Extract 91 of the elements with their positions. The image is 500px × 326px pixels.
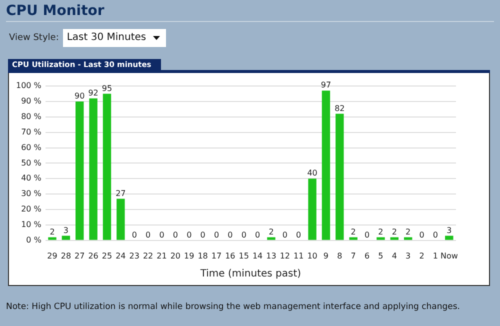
data-label: 0 [364, 230, 370, 240]
x-tick-label: 10 [307, 251, 318, 260]
data-label: 0 [282, 230, 288, 240]
x-tick-label: Now [440, 251, 458, 260]
x-tick-label: 20 [170, 251, 181, 260]
bar [322, 90, 330, 240]
text: Note: High CPU utilization is normal while browsing the web management interface and applying changes. [6, 302, 460, 312]
bar [390, 237, 399, 240]
x-tick-label: 16 [225, 251, 236, 260]
x-tick-label: 11 [294, 251, 304, 260]
x-tick-label: 7 [350, 251, 356, 260]
data-label: 97 [320, 80, 332, 90]
x-axis-title: Time (minutes past) [199, 268, 302, 280]
y-tick-label: 10 % [21, 220, 42, 230]
x-tick-label: 28 [60, 251, 72, 260]
bar [48, 237, 56, 240]
data-label: 92 [88, 88, 98, 98]
bar [349, 237, 358, 240]
data-label: 2 [50, 227, 55, 236]
data-label: 0 [214, 230, 220, 240]
data-label: 0 [159, 230, 164, 240]
x-tick-label: 23 [129, 251, 140, 260]
bar [308, 178, 316, 240]
x-tick-label: 15 [238, 251, 249, 260]
x-tick-label: 18 [198, 251, 208, 260]
x-tick-label: 27 [74, 251, 85, 260]
data-label: 0 [419, 230, 424, 240]
y-tick-label: 100 % [16, 81, 42, 90]
data-label: 0 [296, 230, 302, 240]
data-label: 90 [74, 92, 85, 101]
x-tick-label: 14 [252, 251, 263, 260]
data-label: 40 [307, 168, 318, 178]
x-tick-label: 13 [266, 251, 276, 260]
x-tick-label: 21 [156, 251, 167, 260]
text: Last 30 Minutes [62, 29, 166, 47]
bar [116, 198, 125, 240]
bar [445, 236, 454, 240]
bar [336, 114, 344, 240]
data-label: 2 [268, 227, 274, 236]
bar [404, 237, 412, 240]
y-tick-label: 40 % [21, 174, 42, 183]
x-tick-label: 3 [406, 251, 411, 260]
x-tick-label: 8 [337, 251, 342, 260]
data-label: 2 [406, 227, 411, 236]
data-label: 0 [432, 230, 438, 240]
x-tick-label: 12 [280, 251, 290, 260]
bar [376, 237, 385, 240]
bar [89, 98, 98, 240]
data-label: 0 [146, 230, 151, 240]
x-tick-label: 4 [392, 251, 397, 260]
data-label: 0 [228, 230, 233, 240]
data-label: 82 [334, 104, 345, 113]
data-label: 3 [63, 226, 68, 235]
data-label: 0 [172, 230, 178, 240]
data-label: 0 [200, 230, 206, 240]
y-tick-label: 20 % [21, 204, 42, 214]
x-tick-label: 5 [378, 251, 384, 260]
data-label: 2 [392, 227, 397, 236]
data-label: 2 [378, 227, 384, 236]
bar [267, 237, 276, 240]
chart-title: CPU Monitor [6, 3, 104, 19]
data-label: 2 [350, 227, 356, 236]
data-label: 0 [255, 230, 260, 240]
x-tick-label: 9 [323, 251, 329, 260]
y-tick-label: 50 % [21, 158, 42, 168]
x-tick-label: 1 [432, 251, 438, 260]
bar [102, 94, 112, 240]
data-label: 3 [446, 226, 452, 235]
data-label: 27 [116, 188, 126, 198]
y-tick-label: 60 % [21, 142, 42, 152]
x-tick-label: 22 [142, 251, 154, 260]
x-tick-label: 2 [419, 251, 424, 260]
x-tick-label: 29 [47, 251, 58, 260]
y-tick-label: 30 % [21, 189, 42, 198]
data-label: 0 [132, 230, 137, 240]
x-tick-label: 25 [102, 251, 112, 260]
x-tick-label: 17 [211, 251, 222, 260]
data-label: 0 [241, 230, 246, 240]
y-tick-label: 70 % [21, 127, 42, 136]
y-tick-label: 80 % [21, 112, 42, 121]
bar [76, 101, 84, 240]
x-tick-label: 26 [88, 251, 98, 260]
data-label: 95 [102, 84, 112, 93]
y-tick-label: 90 % [21, 96, 42, 106]
x-tick-label: 6 [364, 251, 370, 260]
y-tick-label: 0 % [26, 235, 42, 244]
x-tick-label: 19 [184, 251, 194, 260]
text: View Style: [9, 33, 59, 43]
data-label: 0 [186, 230, 192, 240]
bar [62, 236, 70, 240]
x-tick-label: 24 [116, 251, 126, 260]
